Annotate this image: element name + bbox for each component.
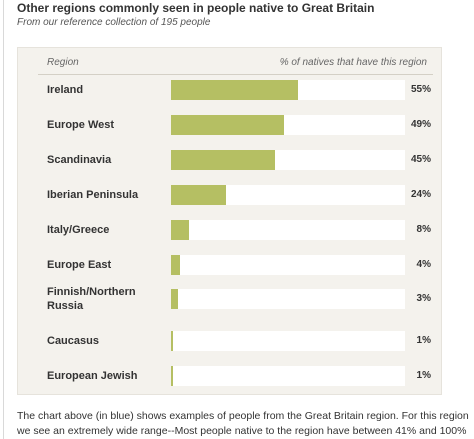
region-label: Europe West [47,119,115,131]
bar-track [171,331,405,351]
bar-track [171,80,405,100]
region-label: Scandinavia [47,154,112,166]
bar-row: Caucasus 1% [18,331,441,351]
region-label: Iberian Peninsula [47,189,139,201]
region-label: Italy/Greece [47,224,110,236]
bar [171,289,178,309]
chart-subtitle: From our reference collection of 195 peo… [17,17,211,28]
bar-row: Ireland 55% [18,80,441,100]
bar-row: European Jewish 1% [18,366,441,386]
value-label: 1% [416,335,431,346]
bar-track [171,255,405,275]
bar [171,80,298,100]
region-label: Ireland [47,84,84,96]
bar-track [171,366,405,386]
bar-track [171,185,405,205]
bar [171,220,189,240]
value-label: 8% [416,224,431,235]
bar-row: Italy/Greece 8% [18,220,441,240]
bar-track [171,289,405,309]
bar-row: Iberian Peninsula 24% [18,185,441,205]
bar-row: Scandinavia 45% [18,150,441,170]
region-label: Caucasus [47,335,99,347]
value-label: 45% [410,154,431,165]
chart-title: Other regions commonly seen in people na… [17,1,375,15]
value-label: 55% [410,84,431,95]
column-header-percent: % of natives that have this region [279,57,427,68]
region-label: Europe East [47,259,112,271]
value-label: 49% [410,119,431,130]
value-label: 24% [410,189,431,200]
bar [171,366,173,386]
value-label: 1% [416,370,431,381]
left-border [3,0,4,439]
bar-row: Finnish/Northern Russia 3% [18,286,441,312]
value-label: 4% [416,259,431,270]
region-label: Finnish/Northern Russia [47,286,136,312]
bar [171,255,180,275]
bar-track [171,115,405,135]
bar-track [171,220,405,240]
bar-row: Europe West 49% [18,115,441,135]
chart-description: The chart above (in blue) shows examples… [17,410,469,437]
bar [171,115,284,135]
bar-track [171,150,405,170]
header-divider [38,74,433,75]
chart-panel: Region % of natives that have this regio… [17,47,442,395]
bar [171,185,226,205]
bar [171,331,173,351]
value-label: 3% [416,293,431,304]
bar-row: Europe East 4% [18,255,441,275]
bar [171,150,275,170]
region-label: European Jewish [47,370,138,382]
column-header-region: Region [47,57,79,68]
